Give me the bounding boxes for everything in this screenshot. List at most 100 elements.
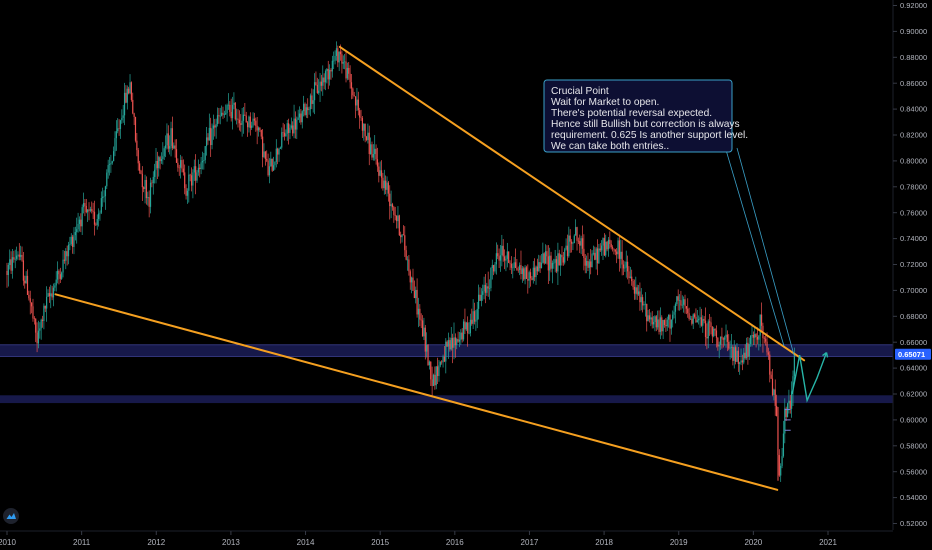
candle-body bbox=[788, 400, 790, 404]
candle-body bbox=[219, 115, 221, 117]
candle-body bbox=[480, 294, 482, 301]
candle-body bbox=[479, 294, 481, 301]
candle-body bbox=[246, 122, 249, 128]
candle-body bbox=[476, 308, 478, 320]
candle-body bbox=[759, 314, 761, 336]
candle-body bbox=[631, 276, 633, 282]
candle-body bbox=[376, 159, 379, 167]
time-axis[interactable]: 2010 2011 2012 2013 2014 2015 2016 2017 2018 2019… bbox=[0, 530, 893, 547]
candle-body bbox=[576, 227, 578, 241]
candle-body bbox=[532, 267, 534, 280]
candle-body bbox=[138, 163, 141, 171]
candle-body bbox=[251, 125, 253, 128]
candle-body bbox=[740, 360, 742, 363]
candle-body bbox=[233, 102, 235, 105]
candle-body bbox=[780, 465, 782, 476]
candle-body bbox=[54, 285, 56, 288]
projection-path[interactable] bbox=[791, 352, 828, 403]
candle-body bbox=[646, 303, 648, 322]
candle-body bbox=[487, 286, 489, 289]
annotation-callout[interactable]: Crucial Point Wait for Market to open. T… bbox=[543, 79, 795, 356]
candle-body bbox=[621, 251, 623, 265]
candle-body bbox=[22, 260, 25, 281]
candle-body bbox=[717, 337, 719, 347]
candle-body bbox=[397, 215, 399, 222]
candle-body bbox=[510, 263, 513, 268]
candle-body bbox=[588, 261, 590, 268]
candle-body bbox=[473, 311, 476, 322]
candle-body bbox=[31, 302, 33, 307]
candle-body bbox=[279, 147, 281, 149]
candle-body bbox=[145, 179, 148, 199]
candle-body bbox=[330, 69, 332, 72]
callout-box bbox=[543, 79, 733, 153]
candle-body bbox=[549, 255, 551, 271]
candle-body bbox=[137, 150, 139, 164]
candle-body bbox=[517, 269, 519, 271]
candle-body bbox=[395, 215, 398, 222]
candle-body bbox=[205, 137, 208, 147]
trendline-upper[interactable] bbox=[338, 45, 806, 362]
candle-body bbox=[178, 167, 180, 169]
candle-body bbox=[620, 251, 622, 259]
candle-body bbox=[346, 67, 348, 79]
candle-body bbox=[119, 120, 122, 129]
candle-body bbox=[271, 158, 273, 171]
candle-body bbox=[56, 270, 59, 280]
candle-body bbox=[18, 254, 20, 257]
candle-body bbox=[471, 319, 473, 324]
trendline-lower[interactable] bbox=[54, 293, 779, 491]
callout-line-6: We can take both entries.. bbox=[551, 141, 669, 152]
candle-body bbox=[402, 234, 405, 236]
candle-body bbox=[498, 256, 500, 261]
candle-body bbox=[390, 204, 392, 207]
candle-body bbox=[443, 356, 446, 362]
candle-body bbox=[501, 245, 503, 256]
candle-body bbox=[189, 174, 191, 176]
candle-body bbox=[385, 180, 387, 190]
callout-line-5: requirement. 0.625 Is another support le… bbox=[551, 130, 748, 141]
candle-body bbox=[281, 132, 283, 148]
logo-mark bbox=[6, 513, 16, 519]
candle-body bbox=[732, 346, 734, 361]
projection-arrowhead-icon bbox=[822, 352, 829, 358]
candle-body bbox=[126, 88, 128, 103]
candle-body bbox=[692, 314, 694, 324]
x-tick-label: 2011 bbox=[73, 538, 91, 547]
candle-body bbox=[143, 187, 145, 189]
candle-body bbox=[354, 96, 357, 106]
candle-body bbox=[674, 304, 677, 312]
candle-body bbox=[687, 308, 689, 314]
candle-body bbox=[114, 138, 116, 152]
candle-body bbox=[469, 319, 472, 334]
candle-body bbox=[323, 77, 325, 83]
candle-body bbox=[58, 270, 60, 275]
candle-body bbox=[741, 360, 744, 363]
candle-body bbox=[195, 166, 197, 181]
candle-body bbox=[606, 241, 608, 250]
candle-body bbox=[458, 339, 461, 342]
candle-body bbox=[188, 174, 190, 191]
candle-body bbox=[356, 99, 358, 106]
candle-body bbox=[262, 136, 264, 158]
candle-body bbox=[683, 299, 685, 305]
candle-body bbox=[245, 115, 247, 123]
candle-body bbox=[386, 182, 388, 190]
candle-body bbox=[643, 304, 645, 306]
candle-body bbox=[216, 115, 219, 125]
candle-body bbox=[550, 255, 552, 269]
candle-body bbox=[92, 210, 94, 212]
candle-body bbox=[424, 327, 426, 352]
candle-body bbox=[503, 256, 506, 261]
tradingview-logo-icon[interactable] bbox=[3, 508, 19, 524]
candle-body bbox=[524, 267, 526, 280]
candle-body bbox=[523, 268, 525, 280]
price-axis[interactable]: 0.92000 0.90000 0.88000 0.86000 0.84000 0.820… bbox=[892, 0, 927, 530]
candle-body bbox=[87, 209, 89, 213]
candle-body bbox=[554, 259, 556, 263]
candle-body bbox=[274, 161, 276, 166]
candle-body bbox=[181, 160, 183, 169]
candle-body bbox=[406, 259, 409, 261]
candle-body bbox=[730, 346, 733, 348]
